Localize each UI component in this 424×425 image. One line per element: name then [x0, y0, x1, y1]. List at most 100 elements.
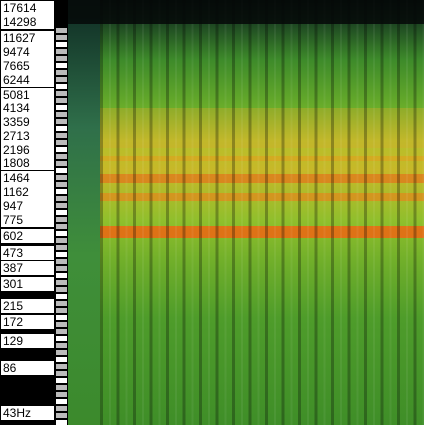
label-box: [1, 101, 54, 115]
key: [56, 175, 67, 180]
key: [56, 203, 67, 208]
key: [56, 161, 67, 166]
frequency-label: 1464: [3, 171, 30, 185]
top-band: [68, 0, 424, 24]
label-box: [1, 31, 54, 45]
frequency-label: 602: [3, 229, 23, 243]
spectrogram-lead: [68, 0, 100, 425]
label-box: [1, 143, 54, 157]
frequency-label: 5081: [3, 88, 30, 102]
frequency-label: 4134: [3, 101, 30, 115]
key: [56, 224, 67, 229]
key: [56, 63, 67, 68]
key: [56, 294, 67, 299]
frequency-label: 17614: [3, 1, 37, 15]
key: [56, 315, 67, 320]
label-box: [1, 59, 54, 73]
frequency-label: 129: [3, 334, 23, 348]
key: [56, 133, 67, 138]
stripes: [100, 0, 424, 425]
frequency-label: 6244: [3, 73, 30, 87]
label-box: [1, 246, 54, 260]
key: [56, 350, 67, 355]
key: [56, 84, 67, 89]
key: [56, 336, 67, 341]
key: [56, 154, 67, 159]
frequency-label: 473: [3, 246, 23, 260]
key: [56, 126, 67, 131]
key: [56, 399, 67, 404]
label-box: [1, 171, 54, 185]
key: [56, 420, 67, 425]
label-box: [1, 129, 54, 143]
label-box: [1, 277, 54, 291]
label-box: [1, 88, 54, 102]
label-box: [1, 45, 54, 59]
frequency-label: 775: [3, 213, 23, 227]
key: [56, 343, 67, 348]
key: [56, 98, 67, 103]
key: [56, 273, 67, 278]
key: [56, 357, 67, 362]
key: [56, 238, 67, 243]
key: [56, 245, 67, 250]
key: [56, 140, 67, 145]
label-box: [1, 1, 54, 15]
frequency-label: 3359: [3, 115, 30, 129]
label-box: [1, 156, 54, 170]
label-box: [1, 361, 54, 375]
label-box: [1, 299, 54, 313]
key: [56, 378, 67, 383]
frequency-label: 215: [3, 299, 23, 313]
key: [56, 70, 67, 75]
frequency-label: 947: [3, 199, 23, 213]
key: [56, 280, 67, 285]
key: [56, 231, 67, 236]
key: [56, 189, 67, 194]
labels: 1761414298116279474766562445081413433592…: [1, 1, 54, 420]
label-box: [1, 334, 54, 348]
key: [56, 392, 67, 397]
label-box: [1, 406, 54, 420]
label-box: [1, 261, 54, 275]
frequency-label: 1162: [3, 185, 29, 199]
key: [56, 329, 67, 334]
key: [56, 364, 67, 369]
label-box: [1, 229, 54, 243]
key: [56, 413, 67, 418]
key: [56, 287, 67, 292]
key: [56, 252, 67, 257]
keyboard-keys: [56, 28, 67, 425]
key: [56, 119, 67, 124]
key: [56, 77, 67, 82]
key: [56, 147, 67, 152]
key: [56, 308, 67, 313]
frequency-label: 86: [3, 361, 17, 375]
frequency-label: 1808: [3, 156, 30, 170]
key: [56, 210, 67, 215]
key: [56, 56, 67, 61]
key: [56, 322, 67, 327]
frequency-label: 2713: [3, 129, 30, 143]
key: [56, 301, 67, 306]
key: [56, 406, 67, 411]
frequency-label: 172: [3, 315, 23, 329]
label-box: [1, 15, 54, 29]
frequency-label: 301: [3, 277, 23, 291]
key: [56, 49, 67, 54]
label-box: [1, 199, 54, 213]
frequency-label: 14298: [3, 15, 37, 29]
label-box: [1, 213, 54, 227]
label-box: [1, 73, 54, 87]
key: [56, 385, 67, 390]
frequency-label: 7665: [3, 59, 30, 73]
key: [56, 182, 67, 187]
label-box: [1, 185, 54, 199]
key: [56, 28, 67, 33]
key: [56, 112, 67, 117]
key: [56, 105, 67, 110]
key: [56, 259, 67, 264]
frequency-label: 43Hz: [3, 406, 31, 420]
